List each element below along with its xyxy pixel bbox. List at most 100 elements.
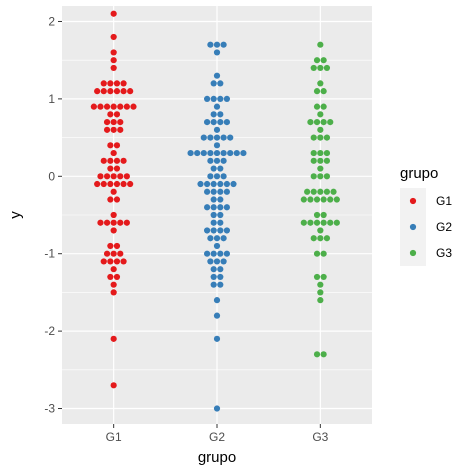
data-point-g3 [320, 103, 327, 110]
data-point-g3 [317, 227, 324, 234]
data-point-g2 [217, 80, 224, 87]
data-point-g2 [207, 134, 214, 141]
data-point-g2 [230, 180, 237, 188]
y-tick-label: -3 [44, 402, 55, 416]
data-point-g1 [94, 180, 101, 188]
data-point-g3 [317, 157, 324, 164]
data-point-g1 [120, 180, 127, 188]
data-point-g2 [207, 149, 214, 157]
data-point-g3 [320, 351, 327, 358]
y-tick-label: 1 [48, 92, 55, 106]
data-point-g1 [117, 103, 124, 110]
data-point-g2 [210, 188, 217, 195]
data-point-g3 [307, 219, 314, 226]
data-point-g2 [223, 119, 230, 126]
data-point-g1 [110, 335, 117, 342]
data-point-g2 [213, 142, 221, 149]
data-point-g2 [204, 204, 211, 211]
data-point-g3 [323, 173, 331, 180]
data-point-g2 [204, 188, 211, 195]
data-point-g2 [217, 165, 224, 172]
data-point-g2 [227, 149, 234, 157]
data-point-g1 [97, 103, 104, 110]
data-point-g2 [213, 173, 221, 180]
data-point-g2 [213, 126, 221, 133]
data-point-g2 [210, 165, 217, 172]
data-point-g3 [310, 64, 317, 72]
y-tick-label: -1 [44, 247, 55, 261]
data-point-g3 [333, 219, 340, 226]
data-point-g1 [90, 103, 97, 110]
data-point-g2 [217, 250, 224, 257]
y-tick-label: -2 [44, 324, 55, 338]
data-point-g3 [317, 80, 324, 87]
data-point-g2 [213, 157, 221, 164]
data-point-g2 [210, 227, 217, 234]
data-point-g3 [317, 64, 324, 72]
data-point-g2 [227, 134, 234, 141]
data-point-g1 [110, 250, 117, 257]
data-point-g3 [310, 134, 317, 141]
data-point-g3 [323, 235, 331, 242]
data-point-g3 [307, 196, 314, 203]
data-point-g3 [310, 188, 317, 195]
data-point-g1 [110, 188, 117, 195]
data-point-g3 [327, 119, 334, 126]
data-point-g3 [310, 235, 317, 242]
data-point-g1 [110, 126, 117, 133]
data-point-g1 [120, 80, 127, 87]
data-point-g3 [317, 188, 324, 195]
data-point-g2 [217, 188, 224, 195]
data-point-g3 [313, 273, 321, 281]
data-point-g3 [320, 273, 327, 281]
data-point-g1 [110, 49, 117, 56]
data-point-g2 [220, 149, 227, 157]
data-point-g1 [110, 57, 117, 64]
data-point-g2 [187, 149, 194, 157]
data-point-g1 [130, 103, 137, 110]
data-point-g3 [310, 157, 317, 164]
data-point-g1 [117, 173, 124, 180]
data-point-g3 [313, 211, 321, 219]
data-point-g2 [217, 266, 224, 273]
data-point-g2 [207, 41, 214, 48]
legend-label: G3 [436, 246, 452, 260]
data-point-g3 [320, 57, 327, 64]
data-point-g2 [223, 204, 230, 211]
data-point-g1 [110, 211, 117, 219]
legend-marker [409, 249, 417, 257]
data-point-g2 [213, 134, 221, 141]
data-point-g2 [223, 95, 230, 102]
data-point-g1 [117, 126, 124, 133]
data-point-g2 [217, 180, 224, 188]
data-point-g1 [110, 173, 117, 180]
data-point-g2 [223, 250, 230, 257]
data-point-g1 [117, 219, 124, 226]
data-point-g2 [220, 41, 227, 48]
data-point-g3 [320, 119, 327, 126]
data-point-g1 [113, 142, 121, 149]
data-point-g2 [217, 95, 224, 102]
data-point-g2 [213, 297, 221, 304]
data-point-g3 [317, 111, 324, 118]
data-point-g1 [110, 382, 117, 389]
data-point-g3 [304, 188, 311, 195]
data-point-g1 [113, 165, 121, 172]
data-point-g2 [220, 134, 227, 141]
data-point-g2 [210, 80, 217, 87]
data-point-g3 [317, 297, 324, 304]
data-point-g1 [110, 227, 117, 234]
data-point-g1 [100, 80, 107, 87]
data-point-g2 [213, 312, 221, 319]
data-point-g2 [217, 204, 224, 211]
data-point-g2 [210, 273, 217, 281]
data-point-g1 [107, 242, 114, 250]
data-point-g1 [113, 242, 121, 250]
x-tick-label: G2 [209, 430, 225, 444]
data-point-g1 [107, 165, 114, 172]
data-point-g3 [323, 134, 331, 141]
data-point-g3 [323, 157, 331, 164]
data-point-g2 [213, 41, 221, 48]
data-point-g1 [110, 119, 117, 126]
